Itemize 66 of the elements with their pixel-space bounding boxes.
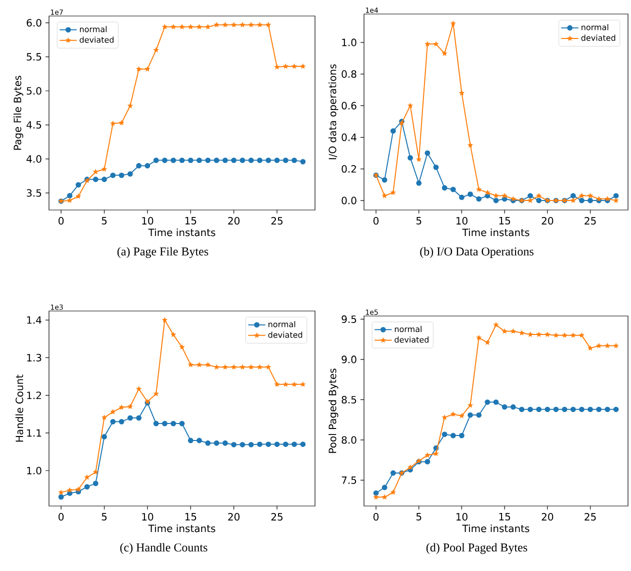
x-tick-label: 15	[499, 217, 510, 224]
y-axis-title: Page File Bytes	[14, 76, 24, 150]
x-tick-label: 15	[185, 217, 196, 224]
x-axis-title: Time instants	[148, 228, 216, 236]
x-axis-title: Time instants	[462, 524, 530, 532]
x-tick-label: 15	[185, 513, 196, 520]
x-tick-label: 5	[416, 217, 422, 224]
x-tick-label: 20	[228, 217, 240, 225]
x-tick-label: 5	[416, 513, 422, 520]
y-tick-label: 1.0	[342, 38, 356, 46]
x-tick-label: 0	[373, 217, 379, 225]
y-axis-title: I/O data operations	[328, 64, 338, 160]
x-tick-label: 5	[102, 217, 107, 224]
x-tick-label: 0	[58, 513, 64, 521]
y-tick-label: 1.2	[27, 392, 41, 400]
x-axis-title: Time instants	[148, 524, 216, 532]
y-tick-label: 4.0	[26, 155, 42, 163]
y-tick-label: 0.6	[342, 102, 356, 110]
x-tick-label: 25	[584, 217, 596, 225]
y-tick-label: 0.0	[342, 196, 356, 204]
y-tick-label: 1.3	[27, 354, 42, 362]
y-tick-label: 3.5	[26, 189, 42, 197]
y-tick-label: 7.5	[342, 476, 356, 484]
x-tick-label: 0	[58, 217, 64, 225]
y-tick-label: 5.5	[26, 53, 42, 61]
y-tick-label: 1.0	[27, 466, 42, 474]
legend-label: deviated	[268, 332, 302, 338]
x-tick-label: 10	[142, 513, 154, 521]
y-tick-label: 1.1	[27, 429, 42, 437]
text: (c) Handle Counts	[120, 543, 208, 554]
x-tick-label: 10	[142, 217, 154, 225]
legend-label: deviated	[581, 34, 616, 41]
y-tick-label: 9.0	[342, 356, 356, 364]
y-axis-title: Pool Paged Bytes	[328, 368, 338, 453]
x-tick-label: 5	[102, 513, 107, 520]
y-tick-label: 6.0	[26, 19, 42, 27]
x-tick-label: 20	[542, 513, 554, 521]
y-tick-label: 4.5	[26, 121, 42, 129]
legend-label: normal	[582, 24, 608, 30]
y-tick-label: 9.5	[342, 315, 356, 323]
x-tick-label: 25	[271, 513, 282, 521]
x-tick-label: 15	[499, 513, 510, 520]
x-tick-label: 20	[228, 513, 240, 521]
text: (b) I/O Data Operations	[420, 247, 534, 258]
x-tick-label: 10	[456, 217, 468, 225]
x-tick-label: 25	[271, 217, 282, 225]
y-axis-title: Handle Count	[15, 374, 24, 442]
y-tick-label: 8.5	[342, 396, 356, 404]
legend-label: deviated	[394, 336, 428, 343]
x-tick-label: 25	[584, 513, 596, 521]
legend-label: normal	[80, 26, 107, 32]
x-axis-title: Time instants	[462, 228, 530, 236]
y-tick-label: 0.8	[342, 70, 356, 78]
x-tick-label: 20	[542, 217, 554, 225]
legend-label: normal	[268, 321, 296, 328]
y-tick-label: 1.4	[27, 316, 42, 324]
x-tick-label: 10	[456, 513, 468, 521]
legend-label: normal	[394, 326, 422, 332]
legend-label: deviated	[80, 36, 114, 43]
y-tick-label: 5.0	[26, 87, 42, 95]
y-tick-label: 0.2	[342, 165, 356, 173]
text: (d) Pool Paged Bytes	[426, 543, 528, 554]
text: (a) Page File Bytes	[117, 247, 208, 258]
y-tick-label: 8.0	[342, 436, 356, 444]
y-tick-label: 0.4	[342, 133, 356, 142]
x-tick-label: 0	[373, 513, 379, 521]
